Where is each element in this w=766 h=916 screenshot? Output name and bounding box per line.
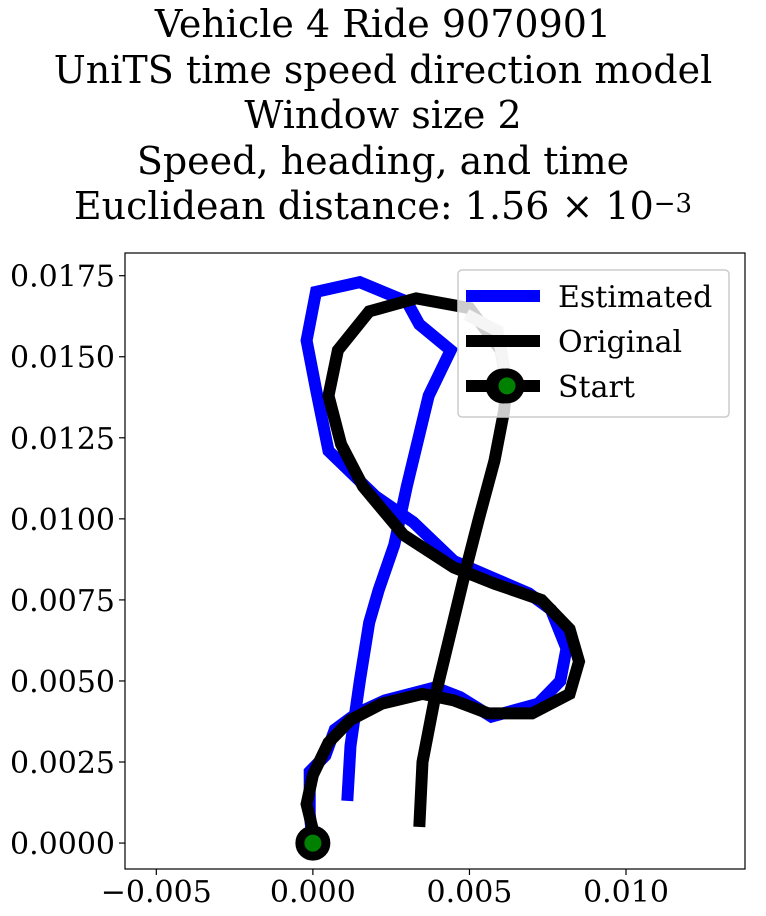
- title-distance-base: 10: [605, 184, 654, 228]
- start-marker: [489, 368, 525, 404]
- legend-label-1: Original: [558, 325, 682, 360]
- axes: −0.005 0.000 0.005 0.010 0.0000 0.0025 0.0050 0…: [10, 252, 746, 910]
- title-line: UniTS time speed direction model: [53, 47, 713, 92]
- title-distance-line: Euclidean distance: 1.56 × 10−3: [0, 184, 766, 230]
- axes-frame: [124, 252, 746, 870]
- x-tick-label: 0.010: [583, 875, 669, 910]
- title-distance-times: ×: [561, 184, 594, 228]
- y-tick-label: 0.0000: [10, 827, 115, 862]
- chart-title: Vehicle 4 Ride 9070901 UniTS time speed …: [0, 2, 766, 230]
- y-tick-label: 0.0150: [10, 341, 115, 376]
- y-tick-label: 0.0100: [10, 503, 115, 538]
- title-line: Vehicle 4 Ride 9070901: [154, 2, 612, 46]
- legend-label-2: Start: [558, 370, 635, 405]
- legend-label-0: Estimated: [558, 280, 712, 315]
- legend: Estimated Original Start: [457, 269, 730, 418]
- series-line-original: [300, 292, 586, 844]
- y-tick-label: 0.0075: [10, 584, 115, 619]
- origin-marker: [295, 825, 331, 861]
- title-distance-prefix: Euclidean distance: 1.56: [73, 184, 550, 228]
- x-tick-label: 0.005: [426, 875, 512, 910]
- title-line: Window size 2: [244, 93, 522, 137]
- y-tick-label: 0.0025: [10, 746, 115, 781]
- y-tick-label: 0.0175: [10, 260, 115, 295]
- y-tick-label: 0.0125: [10, 422, 115, 457]
- x-tick-label: 0.000: [270, 875, 356, 910]
- title-line: Speed, heading, and time: [136, 138, 630, 183]
- title-distance-exponent: −3: [653, 189, 693, 219]
- y-tick-label: 0.0050: [10, 665, 115, 700]
- x-tick-label: −0.005: [101, 875, 212, 910]
